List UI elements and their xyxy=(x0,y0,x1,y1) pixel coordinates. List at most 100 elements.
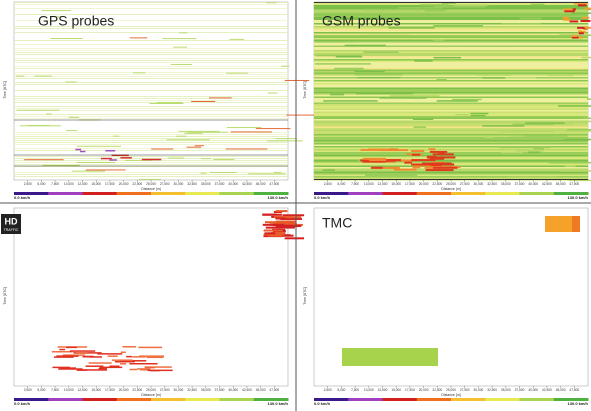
texture xyxy=(263,233,280,236)
texture xyxy=(14,156,288,157)
logo-sub: TRAFFIC xyxy=(4,228,19,232)
texture xyxy=(208,97,232,99)
texture xyxy=(14,8,288,9)
texture xyxy=(14,66,288,67)
texture xyxy=(533,148,545,150)
texture xyxy=(170,63,193,65)
texture xyxy=(273,215,292,218)
texture xyxy=(564,10,575,13)
texture xyxy=(314,86,588,88)
texture xyxy=(184,132,203,134)
x-tick-label: 30,000 xyxy=(474,388,484,392)
texture xyxy=(77,161,116,163)
texture xyxy=(120,157,132,159)
texture xyxy=(322,169,335,171)
color-scale xyxy=(348,398,383,401)
x-tick-label: 35,000 xyxy=(201,182,211,186)
color-scale xyxy=(553,192,589,195)
texture xyxy=(14,40,288,41)
x-tick-label: 2,500 xyxy=(324,182,332,186)
texture xyxy=(282,214,305,217)
texture xyxy=(314,113,588,115)
x-tick-label: 15,000 xyxy=(391,388,401,392)
texture xyxy=(357,76,401,79)
texture xyxy=(141,158,162,161)
color-scale xyxy=(116,398,152,401)
texture xyxy=(14,166,288,167)
texture xyxy=(334,67,364,70)
texture xyxy=(14,78,288,79)
x-tick-label: 7,500 xyxy=(51,388,59,392)
texture xyxy=(14,102,288,103)
texture xyxy=(314,152,588,154)
panel: TMC Time [UTC] 2,500 5,000 7,500 10,000 12,500… xyxy=(303,207,589,406)
texture xyxy=(314,122,588,124)
x-tick-label: 22,500 xyxy=(132,388,142,392)
color-scale xyxy=(48,398,83,401)
texture xyxy=(314,60,588,62)
texture xyxy=(314,131,588,133)
texture xyxy=(119,360,147,362)
x-tick-label: 5,000 xyxy=(337,182,345,186)
texture xyxy=(15,75,25,77)
texture xyxy=(498,130,554,133)
texture xyxy=(482,77,507,79)
scale-min: 0.0 km/h xyxy=(14,195,31,200)
texture xyxy=(315,41,356,43)
x-tick-label: 32,500 xyxy=(487,388,497,392)
texture xyxy=(284,79,310,81)
texture xyxy=(88,362,112,364)
color-scale xyxy=(314,398,349,401)
texture xyxy=(428,148,436,151)
x-tick-label: 17,500 xyxy=(405,388,415,392)
x-tick-label: 12,500 xyxy=(78,182,88,186)
texture xyxy=(411,153,421,156)
texture xyxy=(328,52,338,55)
texture xyxy=(179,32,188,34)
texture xyxy=(323,100,378,102)
x-tick-label: 15,000 xyxy=(91,388,101,392)
texture xyxy=(314,128,588,130)
texture xyxy=(427,155,437,158)
texture xyxy=(149,103,184,105)
texture xyxy=(314,93,588,95)
x-tick-label: 27,500 xyxy=(460,388,470,392)
texture xyxy=(14,52,288,53)
texture xyxy=(14,44,288,45)
texture xyxy=(314,36,588,38)
logo-main: HD xyxy=(5,216,18,226)
x-tick-label: 10,000 xyxy=(364,388,374,392)
texture xyxy=(314,173,588,175)
texture xyxy=(314,3,588,5)
texture xyxy=(414,60,433,62)
x-tick-label: 30,000 xyxy=(174,182,184,186)
texture xyxy=(107,355,118,357)
x-tick-label: 45,000 xyxy=(256,182,266,186)
texture xyxy=(14,144,288,145)
texture xyxy=(314,27,588,29)
texture xyxy=(14,2,288,3)
texture xyxy=(360,34,411,37)
texture xyxy=(173,46,188,48)
texture xyxy=(364,174,418,176)
x-tick-label: 12,500 xyxy=(78,388,88,392)
color-scale xyxy=(219,192,255,195)
texture xyxy=(453,4,489,6)
texture xyxy=(267,92,278,94)
texture xyxy=(564,130,591,132)
texture xyxy=(14,54,288,55)
texture xyxy=(314,35,588,37)
x-tick-label: 25,000 xyxy=(446,182,456,186)
texture xyxy=(330,93,345,96)
texture xyxy=(314,171,588,173)
texture xyxy=(280,217,303,220)
texture xyxy=(255,128,291,130)
x-axis-label: Distance [m] xyxy=(141,187,160,191)
texture xyxy=(225,148,268,150)
texture xyxy=(126,355,132,358)
texture xyxy=(394,168,417,171)
texture xyxy=(178,130,220,132)
texture xyxy=(314,102,588,104)
x-tick-label: 45,000 xyxy=(256,388,266,392)
x-tick-label: 35,000 xyxy=(201,388,211,392)
